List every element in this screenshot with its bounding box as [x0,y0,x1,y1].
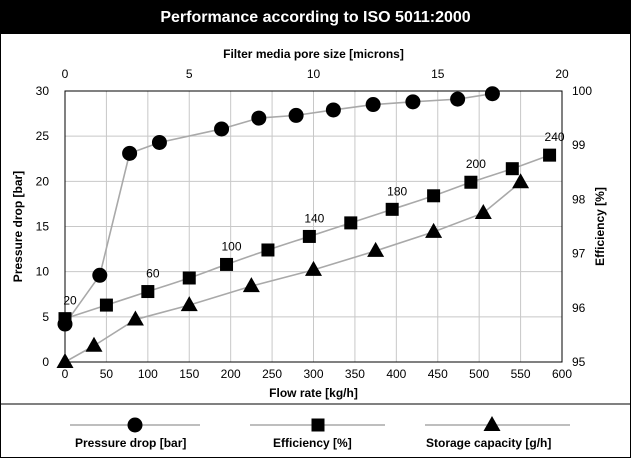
data-point-triangle [512,173,530,189]
data-point-triangle [56,353,74,368]
legend-item: Pressure drop [bar] [70,417,200,450]
legend: Pressure drop [bar] Efficiency [%] Storage… [70,416,570,450]
chart-title: Performance according to ISO 5011:2000 [1,1,630,34]
data-point-square [58,312,72,326]
right-y-tick-label: 100 [572,84,592,98]
data-point-triangle [180,296,198,312]
series-circle [57,86,500,332]
data-label: 200 [466,157,486,171]
data-point-triangle [367,241,385,257]
x-tick-label: 250 [262,367,282,381]
data-label: 100 [222,239,242,253]
y-tick-label: 15 [36,220,50,234]
data-point-square [385,202,399,216]
data-point-triangle [126,310,144,326]
data-point-circle [325,102,341,118]
data-point-circle [365,97,381,113]
x-tick-label: 300 [303,367,323,381]
y-tick-label: 5 [42,310,49,324]
plot-border [64,90,563,363]
right-y-tick-label: 98 [572,192,586,206]
x-tick-label: 50 [100,367,114,381]
right-y-tick-label: 99 [572,138,586,152]
x-axis-title: Flow rate [kg/h] [269,386,358,400]
data-point-circle [288,107,304,123]
data-point-triangle [425,222,443,238]
series-square [58,148,557,326]
data-point-square [302,229,316,243]
x-tick-label: 600 [552,367,572,381]
data-label: 140 [304,211,324,225]
series-triangle [56,173,530,368]
data-point-square [182,271,196,285]
legend-marker-square [311,418,325,432]
right-y-tick-label: 95 [572,355,586,369]
data-point-square [344,216,358,230]
data-point-circle [151,134,167,150]
x-tick-label: 150 [179,367,199,381]
data-point-square [220,257,234,271]
series-line [64,92,493,325]
legend-item: Storage capacity [g/h] [425,416,570,450]
top-x-tick-label: 5 [186,67,193,81]
x-tick-label: 100 [138,367,158,381]
data-point-circle [122,145,138,161]
data-label: 20 [63,294,77,308]
legend-label: Pressure drop [bar] [75,436,186,450]
x-tick-label: 550 [511,367,531,381]
top-x-tick-label: 0 [62,67,69,81]
y-tick-label: 25 [36,129,50,143]
data-point-square [141,285,155,299]
data-point-square [99,298,113,312]
tick-layer: 0 50 100 150 200 250 300 350 400 450 500 550 6000510… [36,67,593,381]
data-point-triangle [242,277,260,293]
data-point-circle [251,110,267,126]
x-tick-label: 450 [428,367,448,381]
y-tick-label: 0 [42,355,49,369]
y-tick-label: 20 [36,174,50,188]
data-label: 240 [545,130,565,144]
top-x-tick-label: 15 [431,67,445,81]
x-tick-label: 200 [221,367,241,381]
y-tick-label: 10 [36,265,50,279]
data-label: 180 [387,184,407,198]
data-point-square [261,243,275,257]
x-tick-label: 350 [345,367,365,381]
series-layer [56,86,557,368]
data-point-triangle [85,336,103,352]
data-label: 60 [146,267,160,281]
data-point-square [427,189,441,203]
data-point-triangle [305,260,322,276]
right-y-tick-label: 96 [572,301,586,315]
legend-label: Storage capacity [g/h] [426,436,551,450]
data-point-circle [450,91,466,107]
data-point-square [464,175,478,189]
y-tick-label: 30 [36,84,50,98]
x-tick-label: 400 [386,367,406,381]
data-point-circle [92,267,108,283]
data-point-triangle [474,203,492,219]
right-y-tick-label: 97 [572,247,586,261]
legend-marker-circle [127,417,143,433]
legend-marker-triangle [483,416,501,431]
data-point-circle [484,86,500,102]
series-line [64,181,522,363]
data-point-circle [214,121,230,137]
top-x-tick-label: 20 [555,67,569,81]
legend-item: Efficiency [%] [250,418,385,450]
top-x-axis-title: Filter media pore size [microns] [223,47,404,61]
legend-label: Efficiency [%] [273,436,352,450]
data-point-circle [405,94,421,110]
x-tick-label: 500 [469,367,489,381]
x-tick-label: 0 [62,367,69,381]
data-point-square [543,148,557,162]
label-layer: 20 60 100 140 180 200 240 [63,130,565,308]
right-y-axis-title: Efficiency [%] [593,187,607,266]
data-point-square [505,162,519,176]
left-y-axis-title: Pressure drop [bar] [11,171,25,282]
top-x-tick-label: 10 [307,67,321,81]
